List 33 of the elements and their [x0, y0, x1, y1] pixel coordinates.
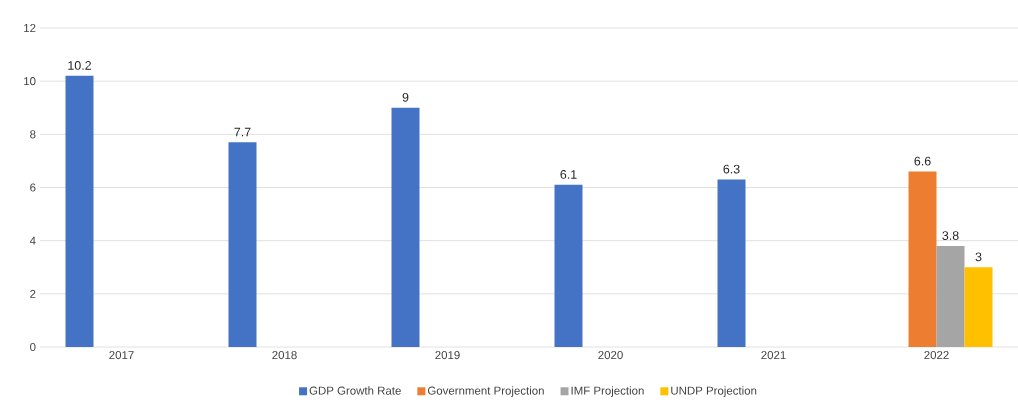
x-tick-label: 2019: [435, 351, 460, 360]
y-tick-label: 12: [24, 24, 36, 32]
y-tick-label: 6: [30, 183, 36, 192]
y-tick-label: 4: [29, 236, 36, 245]
data-label: 9: [402, 92, 409, 102]
data-label: 3.8: [942, 231, 959, 240]
y-tick-label: 0: [30, 342, 36, 352]
bar: [936, 245, 965, 347]
bar: [554, 184, 583, 347]
data-label: 6.6: [914, 156, 931, 166]
data-label: 3: [975, 252, 982, 262]
y-tick-label: 10: [24, 77, 36, 86]
bar: [717, 179, 746, 347]
legend-label: GDP Growth Rate: [309, 386, 401, 395]
y-tick-label: 8: [30, 130, 36, 139]
x-tick-label: 2018: [272, 351, 297, 360]
data-label: 6.1: [560, 170, 577, 179]
bar: [964, 267, 993, 347]
x-tick-label: 2022: [924, 351, 949, 360]
legend-label: UNDP Projection: [671, 386, 757, 397]
data-label: 10.2: [68, 61, 91, 70]
legend-label: Government Projection: [427, 386, 544, 397]
data-label: 7.7: [234, 127, 251, 137]
legend-label: IMF Projection: [571, 386, 644, 397]
bar: [65, 75, 94, 347]
y-tick-label: 2: [30, 289, 36, 298]
data-label: 6.3: [723, 164, 740, 174]
x-tick-label: 2017: [109, 351, 134, 360]
bar: [908, 171, 937, 347]
x-tick-label: 2021: [761, 351, 786, 360]
bar: [228, 142, 257, 347]
x-tick-label: 2020: [598, 351, 623, 360]
bar: [391, 107, 420, 347]
